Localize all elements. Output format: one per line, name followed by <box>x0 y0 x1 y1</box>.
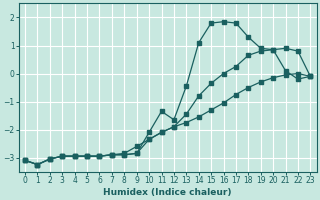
X-axis label: Humidex (Indice chaleur): Humidex (Indice chaleur) <box>103 188 232 197</box>
